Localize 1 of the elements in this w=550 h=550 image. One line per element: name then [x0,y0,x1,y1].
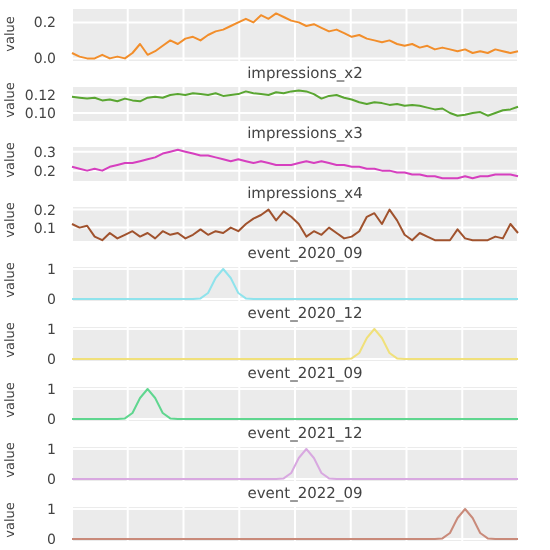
line-series [71,89,519,117]
